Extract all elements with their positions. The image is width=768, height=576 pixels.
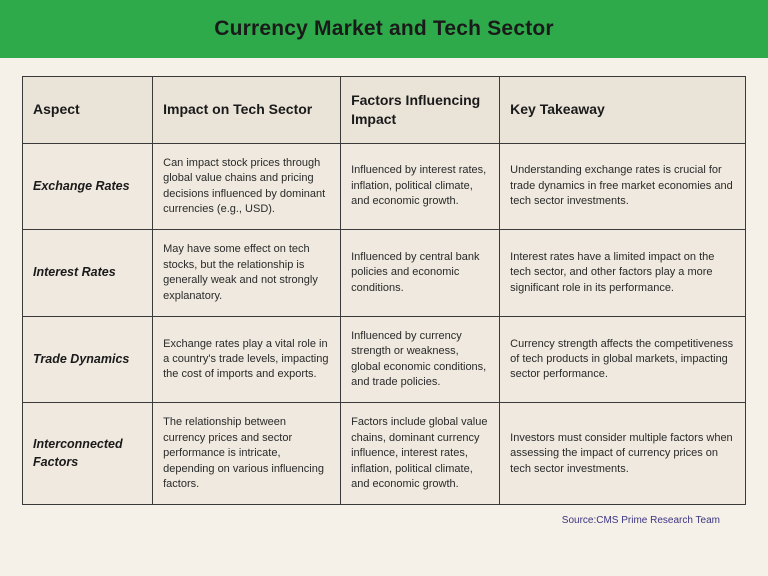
cell-factors: Influenced by central bank policies and … bbox=[341, 230, 500, 317]
cell-aspect: Trade Dynamics bbox=[23, 316, 153, 403]
cell-takeaway: Understanding exchange rates is crucial … bbox=[500, 143, 746, 230]
table-row: Exchange Rates Can impact stock prices t… bbox=[23, 143, 746, 230]
cell-takeaway: Interest rates have a limited impact on … bbox=[500, 230, 746, 317]
cell-aspect: Interest Rates bbox=[23, 230, 153, 317]
source-attribution: Source:CMS Prime Research Team bbox=[22, 505, 746, 526]
col-header-impact: Impact on Tech Sector bbox=[153, 77, 341, 144]
header-bar: Currency Market and Tech Sector bbox=[0, 0, 768, 58]
col-header-takeaway: Key Takeaway bbox=[500, 77, 746, 144]
cell-impact: Can impact stock prices through global v… bbox=[153, 143, 341, 230]
currency-tech-table: Aspect Impact on Tech Sector Factors Inf… bbox=[22, 76, 746, 505]
table-row: Interconnected Factors The relationship … bbox=[23, 403, 746, 505]
cell-impact: Exchange rates play a vital role in a co… bbox=[153, 316, 341, 403]
cell-impact: The relationship between currency prices… bbox=[153, 403, 341, 505]
table-row: Interest Rates May have some effect on t… bbox=[23, 230, 746, 317]
cell-factors: Factors include global value chains, dom… bbox=[341, 403, 500, 505]
cell-aspect: Exchange Rates bbox=[23, 143, 153, 230]
col-header-factors: Factors Influencing Impact bbox=[341, 77, 500, 144]
cell-takeaway: Currency strength affects the competitiv… bbox=[500, 316, 746, 403]
page-body: Aspect Impact on Tech Sector Factors Inf… bbox=[0, 58, 768, 534]
cell-factors: Influenced by interest rates, inflation,… bbox=[341, 143, 500, 230]
table-row: Trade Dynamics Exchange rates play a vit… bbox=[23, 316, 746, 403]
cell-takeaway: Investors must consider multiple factors… bbox=[500, 403, 746, 505]
cell-factors: Influenced by currency strength or weakn… bbox=[341, 316, 500, 403]
table-header-row: Aspect Impact on Tech Sector Factors Inf… bbox=[23, 77, 746, 144]
cell-aspect: Interconnected Factors bbox=[23, 403, 153, 505]
cell-impact: May have some effect on tech stocks, but… bbox=[153, 230, 341, 317]
col-header-aspect: Aspect bbox=[23, 77, 153, 144]
page-title: Currency Market and Tech Sector bbox=[214, 17, 554, 41]
